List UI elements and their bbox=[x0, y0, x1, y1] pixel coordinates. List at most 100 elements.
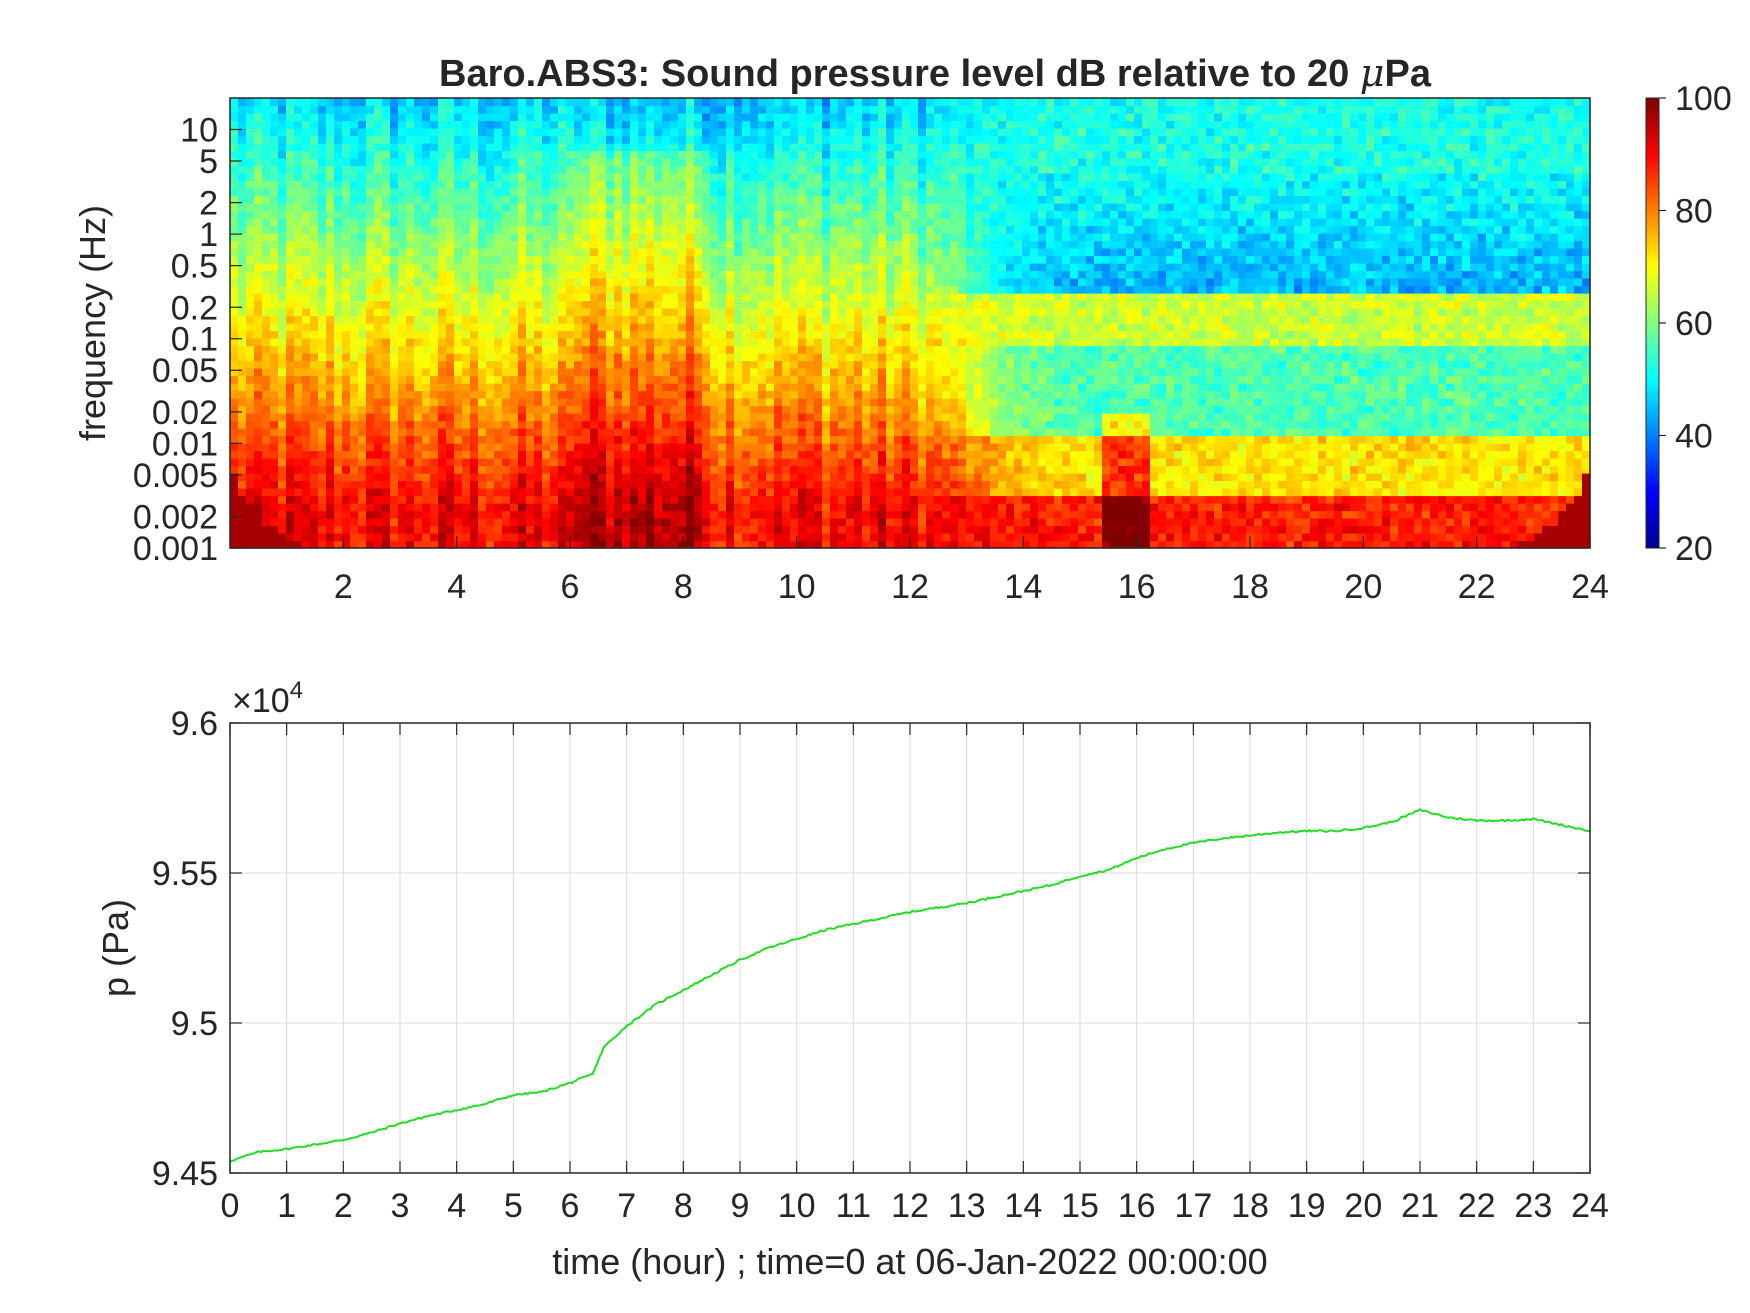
spectrogram-cell bbox=[318, 278, 327, 287]
spectrogram-cell bbox=[606, 360, 615, 369]
spectrogram-cell bbox=[806, 135, 815, 144]
spectrogram-cell bbox=[862, 113, 871, 122]
spectrogram-cell bbox=[558, 158, 567, 167]
spectrogram-cell bbox=[406, 315, 415, 324]
spectrogram-cell bbox=[750, 435, 759, 444]
spectrogram-cell bbox=[454, 285, 463, 294]
spectrogram-cell bbox=[742, 195, 751, 204]
spectrogram-cell bbox=[822, 285, 831, 294]
spectrogram-cell bbox=[598, 113, 607, 122]
spectrogram-cell bbox=[798, 128, 807, 137]
spectrogram-cell bbox=[526, 473, 535, 482]
spectrogram-cell bbox=[550, 533, 559, 542]
spectrogram-cell bbox=[366, 495, 375, 504]
spectrogram-cell bbox=[414, 165, 423, 174]
spectrogram-cell bbox=[630, 330, 639, 339]
spectrogram-cell bbox=[350, 518, 359, 527]
spectrogram-cell bbox=[462, 525, 471, 534]
spectrogram-cell bbox=[342, 210, 351, 219]
spectrogram-cell bbox=[638, 135, 647, 144]
spectrogram-cell bbox=[630, 420, 639, 429]
spectrogram-cell bbox=[454, 473, 463, 482]
spectrogram-cell bbox=[662, 128, 671, 137]
spectrogram-cell bbox=[270, 398, 279, 407]
spectrogram-cell bbox=[542, 278, 551, 287]
spectrogram-cell bbox=[566, 488, 575, 497]
spectrogram-cell bbox=[702, 488, 711, 497]
spectrogram-cell bbox=[774, 518, 783, 527]
spectrogram-cell bbox=[230, 398, 239, 407]
spectrogram-cell bbox=[318, 293, 327, 302]
spectrogram-cell bbox=[782, 323, 791, 332]
spectrogram-cell bbox=[670, 338, 679, 347]
spectrogram-cell bbox=[254, 435, 263, 444]
spectrogram-cell bbox=[806, 203, 815, 212]
spectrogram-cell bbox=[862, 128, 871, 137]
spectrogram-cell bbox=[630, 135, 639, 144]
spectrogram-cell bbox=[286, 360, 295, 369]
spectrogram-cell bbox=[494, 435, 503, 444]
spectrogram-cell bbox=[550, 300, 559, 309]
spectrogram-cell bbox=[854, 285, 863, 294]
spectrogram-cell bbox=[454, 210, 463, 219]
spectrogram-cell bbox=[230, 128, 239, 137]
spectrogram-cell bbox=[438, 240, 447, 249]
spectrogram-cell bbox=[646, 308, 655, 317]
spectrogram-cell bbox=[606, 278, 615, 287]
spectrogram-cell bbox=[598, 458, 607, 467]
spectrogram-cell bbox=[382, 488, 391, 497]
spectrogram-cell bbox=[590, 450, 599, 459]
spectrogram-cell bbox=[574, 443, 583, 452]
spectrogram-cell bbox=[734, 360, 743, 369]
spectrogram-cell bbox=[270, 420, 279, 429]
spectrogram-cell bbox=[510, 248, 519, 257]
spectrogram-cell bbox=[350, 308, 359, 317]
spectrogram-cell bbox=[470, 248, 479, 257]
spectrogram-cell bbox=[670, 405, 679, 414]
spectrogram-cell bbox=[382, 435, 391, 444]
spectrogram-cell bbox=[230, 173, 239, 182]
spectrogram-cell bbox=[270, 435, 279, 444]
spectrogram-cell bbox=[318, 210, 327, 219]
spectrogram-cell bbox=[854, 188, 863, 197]
spectrogram-cell bbox=[686, 173, 695, 182]
spectrogram-cell bbox=[734, 533, 743, 542]
spectrogram-cell bbox=[798, 150, 807, 159]
spectrogram-cell bbox=[662, 180, 671, 189]
spectrogram-cell bbox=[454, 143, 463, 152]
spectrogram-cell bbox=[630, 105, 639, 114]
spectrogram-cell bbox=[518, 255, 527, 264]
spectrogram-cell bbox=[630, 473, 639, 482]
spectrogram-cell bbox=[390, 315, 399, 324]
spectrogram-cell bbox=[270, 428, 279, 437]
spectrogram-cell bbox=[294, 98, 303, 107]
spectrogram-cell bbox=[822, 143, 831, 152]
spectrogram-cell bbox=[742, 203, 751, 212]
spectrogram-cell bbox=[334, 308, 343, 317]
spectrogram-cell bbox=[278, 300, 287, 309]
spectrogram-cell bbox=[654, 398, 663, 407]
spectrogram-cell bbox=[470, 293, 479, 302]
spectrogram-cell bbox=[670, 128, 679, 137]
spectrogram-cell bbox=[550, 195, 559, 204]
spectrogram-cell bbox=[582, 315, 591, 324]
spectrogram-cell bbox=[310, 308, 319, 317]
spectrogram-image bbox=[230, 98, 1591, 549]
spectrogram-cell bbox=[262, 105, 271, 114]
spectrogram-cell bbox=[334, 518, 343, 527]
spectrogram-cell bbox=[262, 375, 271, 384]
spectrogram-cell bbox=[326, 195, 335, 204]
spectrogram-cell bbox=[782, 338, 791, 347]
spectrogram-cell bbox=[798, 210, 807, 219]
spectrogram-cell bbox=[590, 383, 599, 392]
spectrogram-cell bbox=[766, 248, 775, 257]
spectrogram-cell bbox=[262, 345, 271, 354]
spectrogram-cell bbox=[366, 458, 375, 467]
spectrogram-cell bbox=[414, 143, 423, 152]
spectrogram-cell bbox=[590, 255, 599, 264]
spectrogram-cell bbox=[398, 143, 407, 152]
spectrogram-cell bbox=[606, 98, 615, 107]
spectrogram-cell bbox=[334, 203, 343, 212]
spectrogram-cell bbox=[350, 315, 359, 324]
spectrogram-cell bbox=[806, 450, 815, 459]
